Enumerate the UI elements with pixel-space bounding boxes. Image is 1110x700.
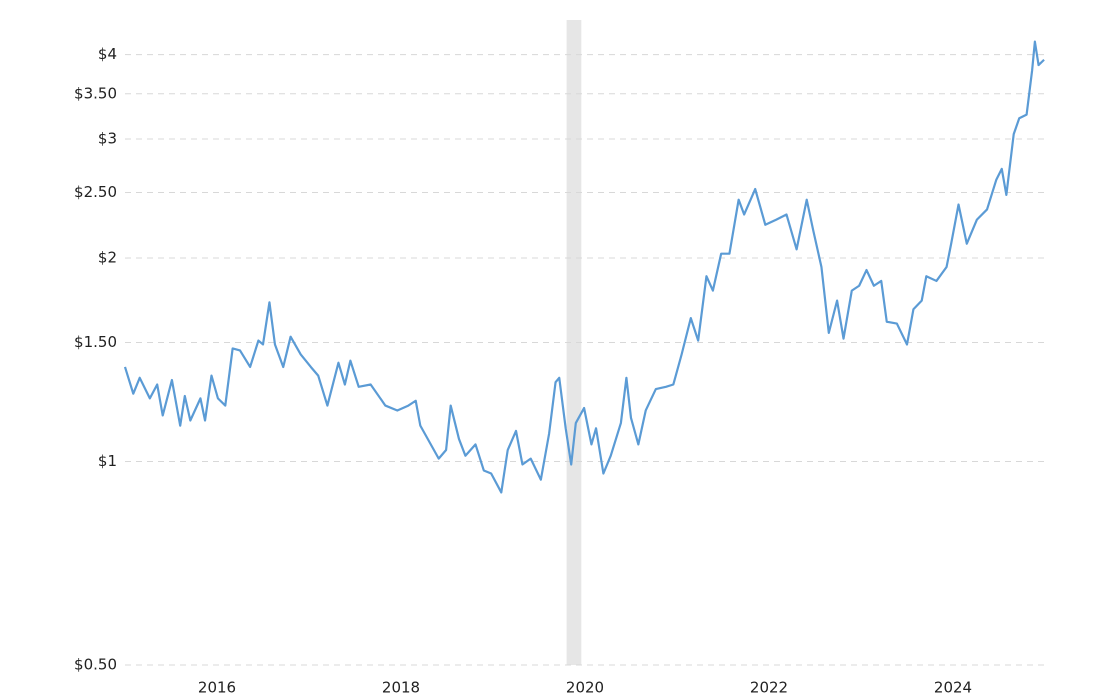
x-tick-label: 2018: [382, 679, 420, 697]
x-tick-label: 2020: [566, 679, 604, 697]
y-tick-label: $2.50: [74, 183, 117, 201]
y-tick-label: $2: [98, 249, 117, 267]
y-tick-label: $3.50: [74, 84, 117, 102]
x-tick-label: 2016: [198, 679, 236, 697]
shaded-period: [566, 20, 582, 665]
y-tick-label: $3: [98, 130, 117, 148]
y-tick-label: $1: [98, 452, 117, 470]
y-tick-label: $4: [98, 45, 117, 63]
y-tick-label: $1.50: [74, 333, 117, 351]
y-tick-label: $0.50: [74, 656, 117, 674]
x-tick-label: 2024: [934, 679, 972, 697]
price-line: [123, 40, 1045, 494]
x-tick-label: 2022: [750, 679, 788, 697]
